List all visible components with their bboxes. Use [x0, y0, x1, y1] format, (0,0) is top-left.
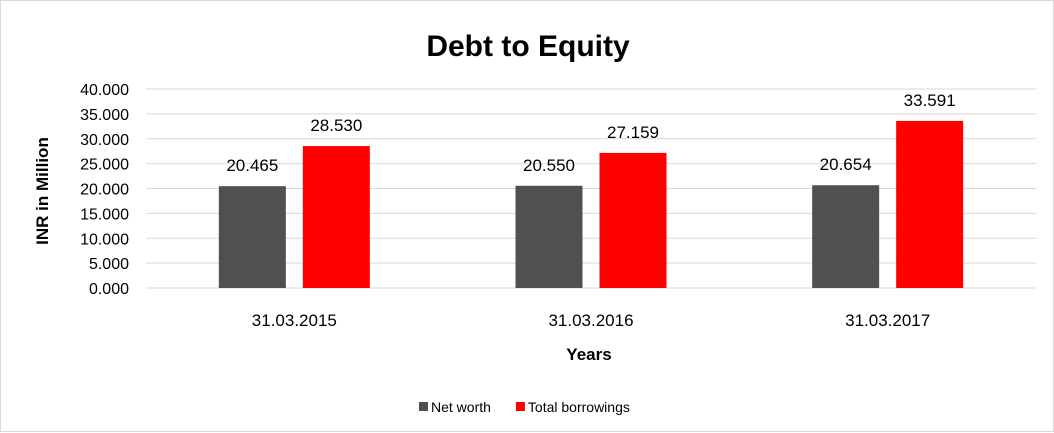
y-tick-label: 40.000 [80, 82, 129, 99]
bar-total-borrowings [302, 146, 370, 288]
bar-net-worth [812, 185, 880, 288]
bar-net-worth [515, 185, 583, 288]
legend-swatch [515, 402, 525, 411]
legend-label: Net worth [431, 399, 491, 415]
y-axis-label: INR in Million [33, 137, 52, 245]
x-tick-label: 31.03.2016 [548, 311, 633, 330]
legend-label: Total borrowings [528, 399, 630, 415]
y-tick-label: 5.000 [89, 256, 129, 273]
x-axis-label: Years [566, 345, 611, 364]
data-label: 28.530 [310, 116, 362, 135]
y-tick-label: 30.000 [80, 132, 129, 149]
y-tick-label: 35.000 [80, 107, 129, 124]
bar-total-borrowings [599, 152, 667, 288]
y-tick-label: 10.000 [80, 231, 129, 248]
y-tick-label: 25.000 [80, 157, 129, 174]
data-label: 20.550 [523, 156, 575, 175]
chart-title: Debt to Equity [426, 30, 630, 63]
data-label: 27.159 [607, 123, 659, 142]
bar-total-borrowings [896, 120, 964, 289]
data-label: 33.591 [904, 91, 956, 110]
data-label: 20.465 [226, 156, 278, 175]
x-tick-label: 31.03.2015 [252, 311, 337, 330]
data-label: 20.654 [820, 155, 872, 174]
y-tick-label: 20.000 [80, 182, 129, 199]
x-tick-label: 31.03.2017 [845, 311, 930, 330]
y-tick-label: 0.000 [89, 281, 129, 298]
bar-net-worth [218, 186, 286, 288]
legend-swatch [419, 402, 428, 411]
y-tick-label: 15.000 [80, 206, 129, 223]
